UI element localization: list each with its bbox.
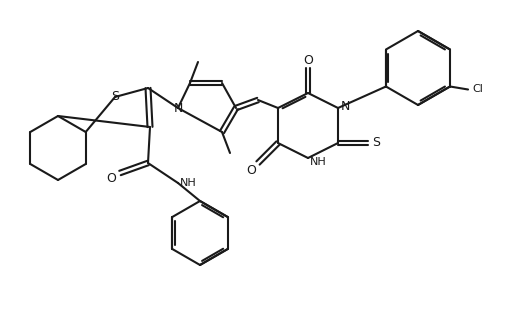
Text: O: O (106, 172, 116, 185)
Text: N: N (173, 101, 183, 114)
Text: Cl: Cl (473, 85, 483, 95)
Text: S: S (372, 137, 380, 150)
Text: NH: NH (310, 157, 326, 167)
Text: N: N (340, 99, 350, 112)
Text: S: S (111, 90, 119, 103)
Text: NH: NH (179, 178, 196, 188)
Text: O: O (246, 163, 256, 176)
Text: O: O (303, 55, 313, 68)
